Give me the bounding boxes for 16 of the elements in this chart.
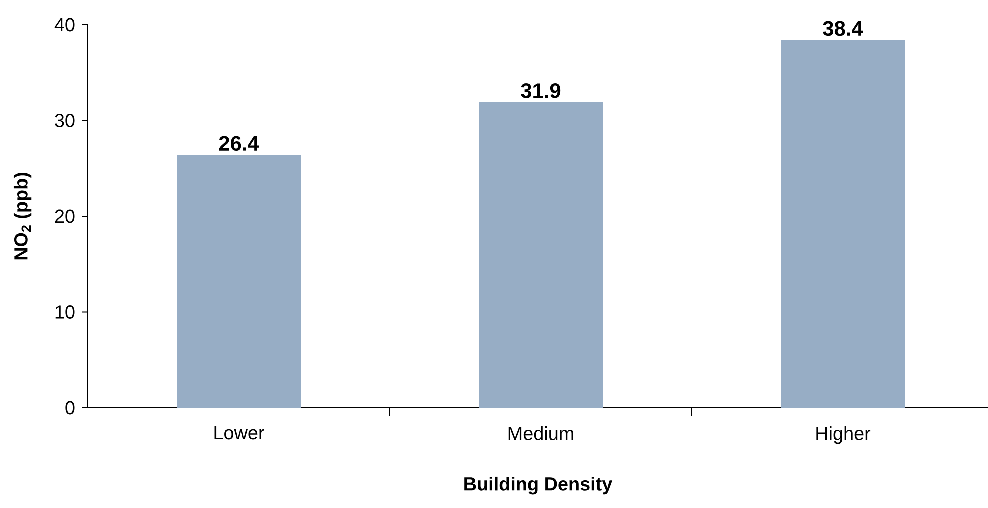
y-tick-label: 40 bbox=[54, 18, 75, 32]
bar bbox=[479, 102, 604, 408]
y-tick-label: 20 bbox=[55, 210, 75, 224]
bar bbox=[781, 40, 906, 408]
x-tick-label: Lower bbox=[214, 426, 264, 440]
data-label: 31.9 bbox=[521, 84, 561, 98]
x-tick-label: Higher bbox=[816, 426, 871, 444]
y-tick-label: 30 bbox=[55, 114, 75, 128]
x-tick-label: Medium bbox=[508, 426, 574, 440]
x-axis-title: Building Density bbox=[464, 476, 613, 495]
y-tick-label: 0 bbox=[66, 401, 75, 415]
data-label: 38.4 bbox=[823, 21, 864, 36]
y-tick-label: 10 bbox=[56, 306, 75, 319]
bar bbox=[177, 155, 302, 408]
y-axis-title: NO$_{2}$ (ppb) bbox=[14, 173, 32, 260]
data-label: 26.4 bbox=[219, 136, 260, 152]
